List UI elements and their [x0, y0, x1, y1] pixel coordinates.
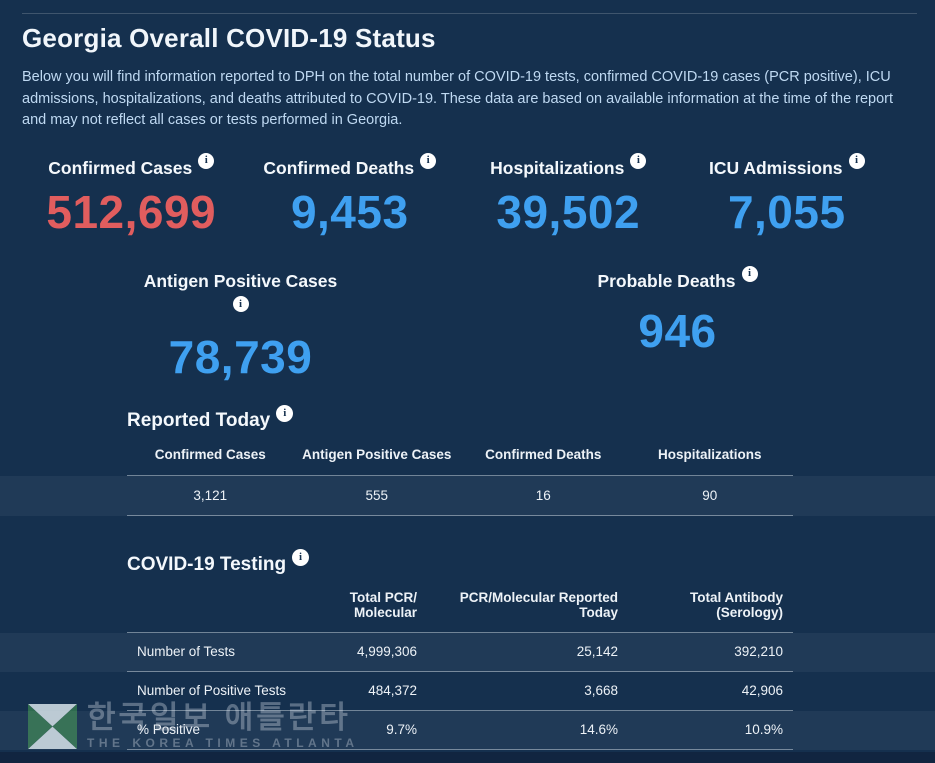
row-label: Number of Positive Tests: [137, 683, 287, 698]
watermark-text: 한국일보 애틀란타 THE KOREA TIMES ATLANTA: [87, 700, 359, 751]
table-cell: 10.9%: [744, 722, 783, 737]
info-icon[interactable]: i: [232, 295, 249, 312]
stat-value: 946: [638, 304, 717, 357]
column-header: Hospitalizations: [657, 446, 762, 462]
column-header: Total Antibody (Serology): [690, 589, 783, 620]
page-title: Georgia Overall COVID-19 Status: [22, 23, 436, 53]
table-cell: 3,668: [584, 683, 618, 698]
table-cell: 90: [702, 487, 718, 503]
row-label: Number of Tests: [137, 644, 236, 659]
stat-label-text: Hospitalizations: [490, 157, 625, 178]
reported-today-section: Reported Today i Confirmed Cases Antigen …: [0, 404, 935, 516]
stat-value: 7,055: [727, 185, 846, 238]
stat-value: 39,502: [496, 185, 641, 238]
page-description: Below you will find information reported…: [22, 69, 894, 128]
stat-value: 512,699: [46, 185, 217, 238]
testing-row-positive-tests: Number of Positive Tests 484,372 3,668 4…: [0, 672, 935, 711]
watermark-korean-text: 한국일보 애틀란타: [87, 700, 351, 735]
stat-card-antigen-positive-cases: Antigen Positive Cases i 78,739: [22, 271, 459, 383]
stats-row-primary: Confirmed Cases i 512,699 Confirmed Death…: [22, 152, 897, 238]
stat-label: Hospitalizations i: [459, 152, 678, 179]
covid-testing-section: COVID-19 Testing i Total PCR/ Molecular P…: [0, 548, 935, 750]
covid-testing-heading: COVID-19 Testing i: [127, 548, 935, 577]
stat-value: 9,453: [290, 185, 409, 238]
testing-row-percent-positive: % Positive 9.7% 14.6% 10.9%: [0, 710, 935, 750]
table-cell: 4,999,306: [356, 644, 417, 659]
stat-label-text: Confirmed Cases: [48, 157, 193, 178]
stat-label-text: Antigen Positive Cases: [143, 270, 338, 291]
table-cell: 392,210: [734, 644, 783, 659]
stat-label-text: Probable Deaths: [597, 270, 736, 291]
heading-text: COVID-19 Testing: [127, 553, 287, 575]
stat-label: Confirmed Cases i: [22, 152, 241, 179]
testing-row-number-of-tests: Number of Tests 4,999,306 25,142 392,210: [0, 632, 935, 672]
stats-row-secondary: Antigen Positive Cases i 78,739 Probable…: [22, 265, 896, 383]
column-header: PCR/Molecular Reported Today: [459, 589, 618, 620]
table-cell: 25,142: [576, 644, 618, 659]
stat-card-hospitalizations: Hospitalizations i 39,502: [459, 152, 678, 238]
info-icon[interactable]: i: [848, 152, 865, 169]
stat-label-text: Confirmed Deaths: [263, 157, 415, 178]
stat-label: Probable Deaths i: [459, 265, 896, 292]
table-cell: 16: [535, 487, 551, 503]
info-icon[interactable]: i: [276, 404, 294, 422]
info-icon[interactable]: i: [198, 152, 215, 169]
column-header: Total PCR/ Molecular: [349, 589, 417, 620]
stat-label-text: ICU Admissions: [708, 157, 843, 178]
stat-label: ICU Admissions i: [678, 152, 897, 179]
stat-label: Antigen Positive Cases: [22, 271, 459, 292]
table-cell: 3,121: [193, 487, 228, 503]
stat-value: 78,739: [168, 330, 313, 383]
stat-card-confirmed-deaths: Confirmed Deaths i 9,453: [241, 152, 460, 238]
table-cell: 42,906: [741, 683, 783, 698]
row-label: % Positive: [137, 722, 201, 737]
korea-times-watermark: 한국일보 애틀란타 THE KOREA TIMES ATLANTA: [28, 702, 359, 750]
table-cell: 555: [365, 487, 389, 503]
korea-times-logo-icon: [28, 703, 77, 749]
table-cell: 9.7%: [386, 722, 417, 737]
table-cell: 14.6%: [579, 722, 618, 737]
column-header: Confirmed Cases: [154, 446, 266, 462]
reported-today-heading: Reported Today i: [127, 404, 935, 433]
stat-label: Confirmed Deaths i: [241, 152, 460, 179]
reported-today-header-row: Confirmed Cases Antigen Positive Cases C…: [0, 440, 935, 476]
info-icon[interactable]: i: [292, 548, 310, 566]
table-cell: 484,372: [368, 683, 417, 698]
reported-today-data-row: 3,121 555 16 90: [0, 475, 935, 516]
column-header: Antigen Positive Cases: [302, 446, 452, 462]
stat-card-icu-admissions: ICU Admissions i 7,055: [678, 152, 897, 238]
top-divider: [22, 13, 917, 14]
info-icon[interactable]: i: [420, 152, 437, 169]
stat-icon-row: i: [22, 294, 459, 315]
testing-header-row: Total PCR/ Molecular PCR/Molecular Repor…: [0, 580, 935, 633]
column-header: Confirmed Deaths: [485, 446, 602, 462]
heading-text: Reported Today: [127, 409, 271, 431]
bottom-edge-strip: [0, 752, 935, 763]
stat-card-probable-deaths: Probable Deaths i 946: [459, 265, 896, 383]
info-icon[interactable]: i: [741, 265, 758, 282]
stat-card-confirmed-cases: Confirmed Cases i 512,699: [22, 152, 241, 238]
watermark-english-text: THE KOREA TIMES ATLANTA: [87, 736, 359, 750]
info-icon[interactable]: i: [630, 152, 647, 169]
